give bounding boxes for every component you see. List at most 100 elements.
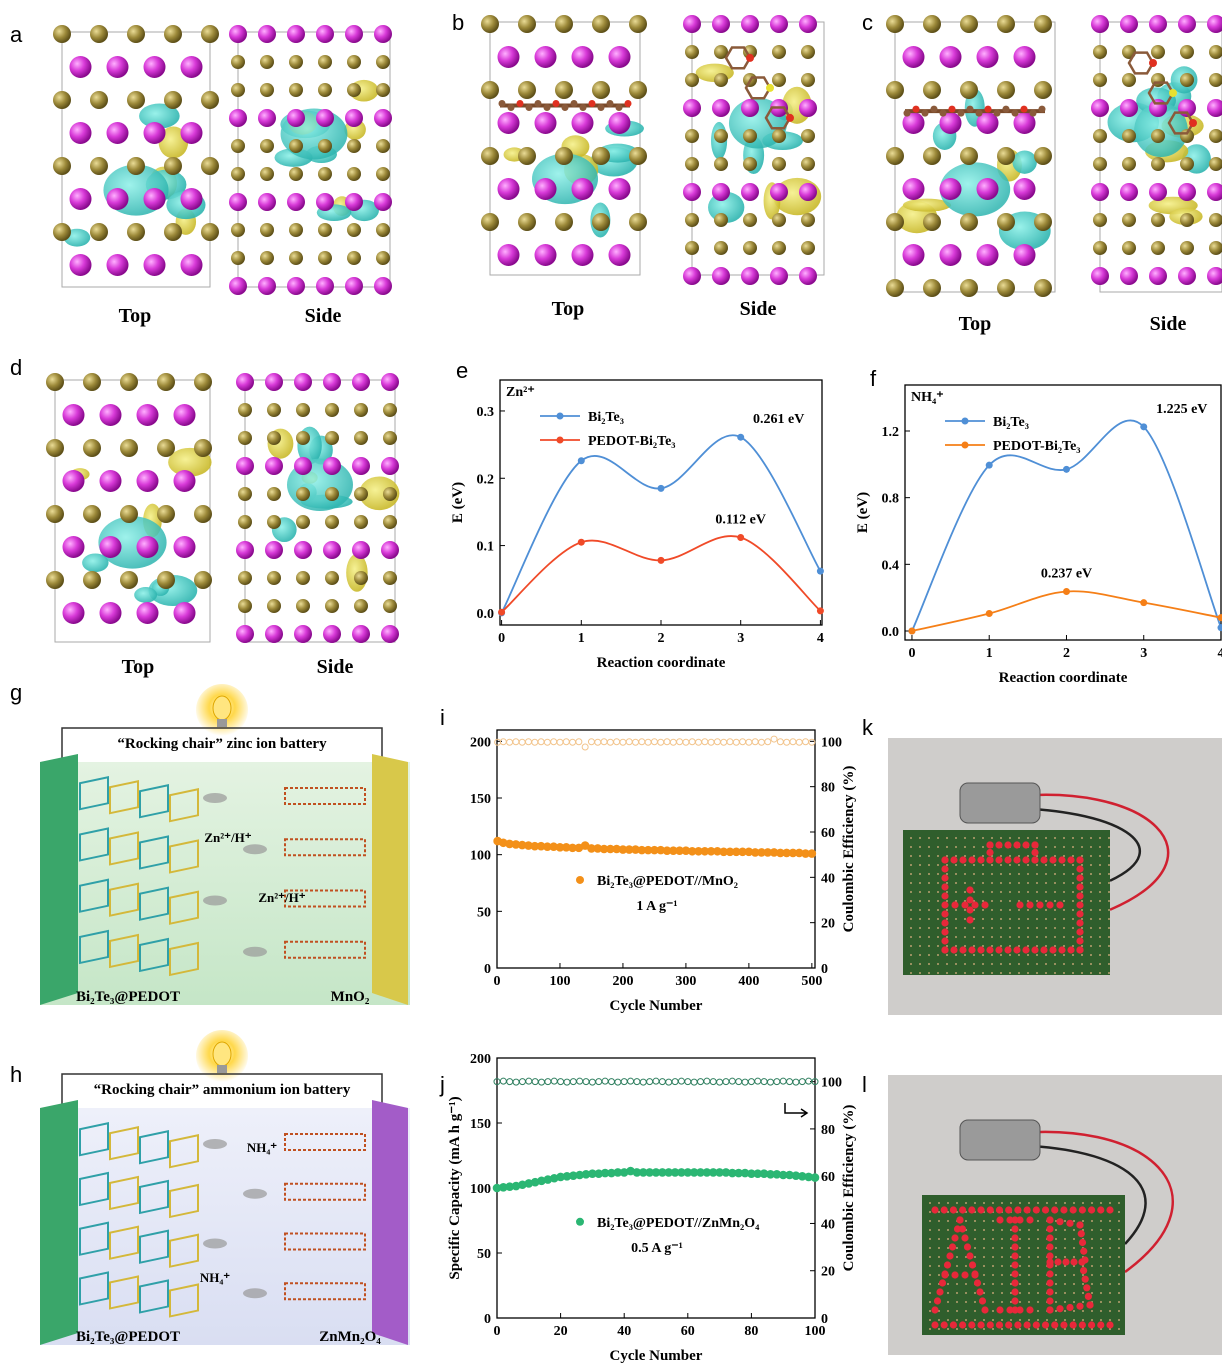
atom bbox=[294, 625, 312, 643]
structure-caption: Side bbox=[740, 298, 777, 320]
y2-tick-label: 60 bbox=[821, 1170, 835, 1185]
hole bbox=[1109, 1229, 1111, 1231]
hole bbox=[1108, 891, 1110, 893]
atom bbox=[801, 45, 815, 59]
hole bbox=[1054, 864, 1056, 866]
led bbox=[1077, 1230, 1085, 1238]
atom bbox=[260, 55, 274, 69]
led bbox=[1022, 841, 1030, 849]
data-point bbox=[512, 1078, 520, 1086]
hole bbox=[991, 882, 993, 884]
hole bbox=[1109, 1301, 1111, 1303]
atom bbox=[258, 109, 276, 127]
structure-caption: Top bbox=[552, 298, 585, 320]
atom bbox=[258, 25, 276, 43]
hole bbox=[929, 1265, 931, 1267]
hole bbox=[929, 1238, 931, 1240]
atom bbox=[83, 505, 101, 523]
hole bbox=[992, 1292, 994, 1294]
led bbox=[941, 910, 949, 918]
hole bbox=[1036, 909, 1038, 911]
ion-label: Zn²⁺/H⁺ bbox=[258, 890, 305, 905]
molecule-atom bbox=[984, 105, 992, 113]
hole bbox=[982, 963, 984, 965]
led bbox=[1046, 1306, 1054, 1314]
hole bbox=[1037, 1319, 1039, 1321]
led bbox=[961, 1234, 969, 1242]
atom bbox=[1093, 213, 1107, 227]
atom bbox=[238, 599, 252, 613]
hole bbox=[1090, 954, 1092, 956]
hole bbox=[1036, 972, 1038, 974]
hole bbox=[910, 936, 912, 938]
ion bbox=[243, 946, 267, 957]
charge-density bbox=[1012, 150, 1037, 174]
hole bbox=[974, 1229, 976, 1231]
led bbox=[1067, 856, 1075, 864]
atom bbox=[194, 571, 212, 589]
x-tick-label: 1 bbox=[986, 646, 993, 661]
atom bbox=[136, 536, 159, 558]
hole bbox=[1001, 1292, 1003, 1294]
atom bbox=[629, 15, 647, 33]
hole bbox=[946, 882, 948, 884]
hole bbox=[956, 1319, 958, 1321]
atom bbox=[712, 15, 730, 33]
led bbox=[976, 1288, 984, 1296]
hole bbox=[1082, 1283, 1084, 1285]
molecule-atom bbox=[579, 103, 587, 111]
layer bbox=[79, 1122, 109, 1157]
data-point bbox=[613, 738, 621, 746]
x-tick-label: 0 bbox=[908, 646, 915, 661]
hole bbox=[982, 900, 984, 902]
data-point bbox=[606, 738, 614, 746]
atom bbox=[90, 157, 108, 175]
data-point bbox=[498, 608, 506, 616]
hole bbox=[947, 1310, 949, 1312]
hole bbox=[964, 909, 966, 911]
series-line bbox=[500, 535, 822, 613]
atom bbox=[714, 241, 728, 255]
hole bbox=[929, 1229, 931, 1231]
atom bbox=[555, 15, 573, 33]
atom bbox=[62, 602, 85, 624]
data-point bbox=[707, 738, 715, 746]
hole bbox=[938, 1247, 940, 1249]
hole bbox=[991, 891, 993, 893]
hole bbox=[1027, 873, 1029, 875]
hole bbox=[1118, 1292, 1120, 1294]
atom bbox=[106, 254, 129, 276]
layer bbox=[79, 827, 109, 862]
led bbox=[1049, 946, 1057, 954]
data-point bbox=[499, 1077, 507, 1085]
hole bbox=[1108, 864, 1110, 866]
hole bbox=[1099, 864, 1101, 866]
led bbox=[958, 1225, 967, 1233]
data-point bbox=[1062, 465, 1070, 473]
hole bbox=[1063, 927, 1065, 929]
atom bbox=[629, 81, 647, 99]
hole bbox=[1045, 927, 1047, 929]
hole bbox=[956, 1202, 958, 1204]
hole bbox=[1073, 1256, 1075, 1258]
hole bbox=[1091, 1274, 1093, 1276]
hole bbox=[1037, 1310, 1039, 1312]
hole bbox=[1037, 1220, 1039, 1222]
molecule-atom bbox=[966, 105, 974, 113]
hole bbox=[973, 846, 975, 848]
hole bbox=[1072, 864, 1074, 866]
data-point bbox=[713, 738, 721, 746]
hole bbox=[1055, 1247, 1057, 1249]
hole bbox=[1054, 855, 1056, 857]
atom bbox=[743, 213, 757, 227]
atom bbox=[120, 505, 138, 523]
hole bbox=[1064, 1292, 1066, 1294]
hole bbox=[947, 1229, 949, 1231]
led bbox=[968, 1261, 977, 1269]
data-point bbox=[614, 1078, 622, 1086]
annotation: 0.5 A g⁻¹ bbox=[631, 1241, 683, 1256]
hole bbox=[929, 1202, 931, 1204]
hole bbox=[1055, 1319, 1057, 1321]
atom bbox=[497, 244, 520, 266]
atom bbox=[1091, 183, 1109, 201]
